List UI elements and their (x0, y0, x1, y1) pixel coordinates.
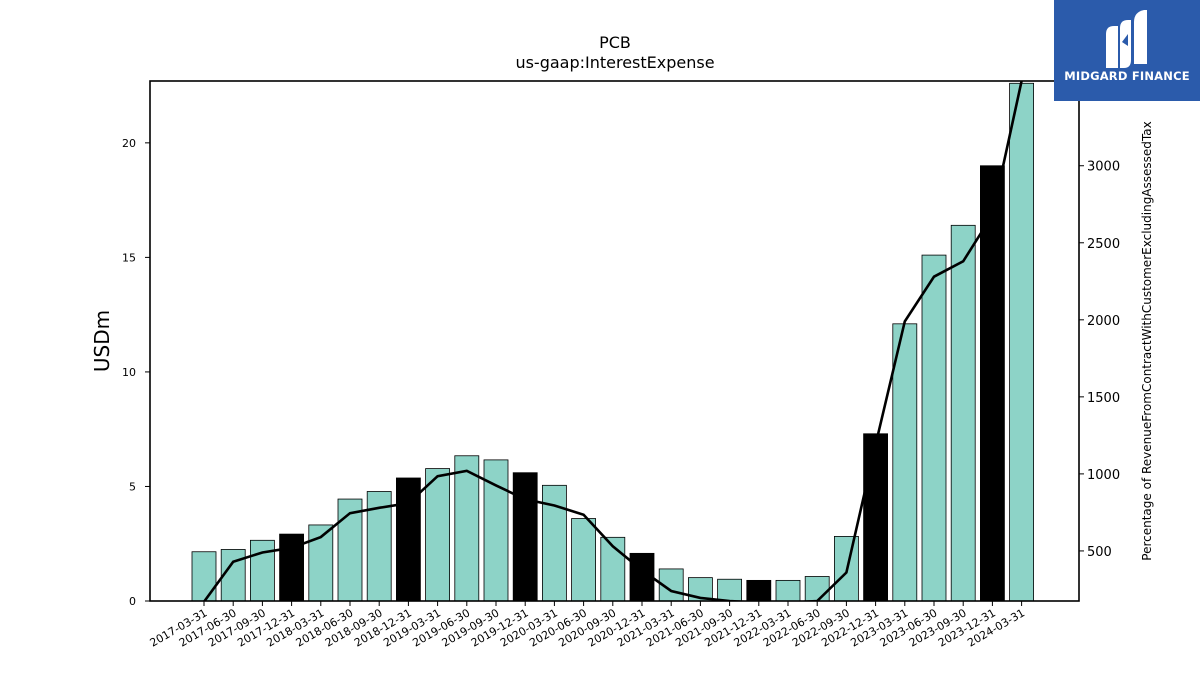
midgard-finance-logo: MIDGARD FINANCE (1054, 0, 1200, 101)
y-tick-label: 20 (122, 137, 136, 150)
bar-2023-09-30 (950, 224, 976, 602)
bar-2021-09-30 (717, 578, 742, 602)
y2-tick-label: 1000 (1087, 468, 1120, 483)
y2-tick-label: 2000 (1087, 314, 1120, 329)
y-tick-label: 15 (122, 251, 136, 264)
bar-2017-09-30 (249, 539, 275, 602)
bar-2023-12-31 (980, 165, 1005, 602)
x-axis: 2017-03-312017-06-302017-09-302017-12-31… (148, 601, 1027, 650)
y-tick-label: 0 (129, 595, 136, 608)
y2-axis: 500 1000 1500 2000 2500 3000 (1079, 160, 1120, 560)
y-tick-label: 10 (122, 366, 136, 379)
bar-2022-03-31 (775, 579, 801, 602)
ratio-line (202, 81, 1023, 601)
bar-2020-06-30 (571, 518, 596, 602)
bar-2018-06-30 (337, 498, 363, 602)
bar-2017-03-31 (191, 551, 217, 602)
plot-frame (149, 80, 1080, 602)
y2-tick-label: 1500 (1087, 391, 1120, 406)
bar-2024-03-31 (1009, 82, 1034, 602)
bar-2019-03-31 (425, 468, 451, 602)
bar-2023-03-31 (892, 323, 918, 602)
logo-text: MIDGARD FINANCE (1064, 69, 1190, 83)
y2-axis-label: Percentage of RevenueFromContractWithCus… (1140, 121, 1154, 560)
y-axis: 0 5 10 15 20 (122, 137, 150, 608)
bar-2022-12-31 (863, 433, 888, 602)
line-layer (202, 81, 1023, 601)
bar-2023-06-30 (921, 254, 947, 602)
midgard-logo-icon (1106, 10, 1147, 68)
bar-2019-06-30 (454, 455, 480, 602)
y-axis-label: USDm (90, 310, 114, 372)
y2-tick-label: 500 (1087, 545, 1112, 560)
chart-subtitle: us-gaap:InterestExpense (515, 53, 714, 72)
bar-2019-12-31 (512, 472, 538, 602)
bar-2018-12-31 (395, 477, 421, 602)
bars-layer (191, 82, 1034, 602)
chart-title: PCB (599, 33, 631, 52)
y2-tick-label: 2500 (1087, 237, 1120, 252)
bar-2021-12-31 (746, 579, 772, 602)
y-tick-label: 5 (129, 480, 136, 493)
y2-tick-label: 3000 (1087, 160, 1120, 175)
bar-2022-06-30 (804, 576, 830, 602)
